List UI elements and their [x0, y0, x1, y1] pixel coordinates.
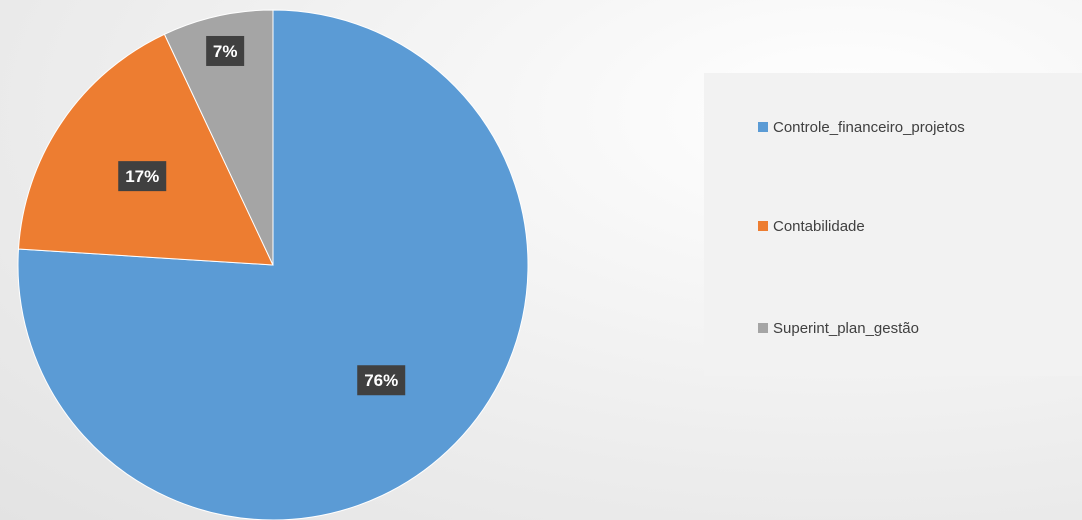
legend-label-superint-plan-gestao: Superint_plan_gestão: [773, 319, 919, 337]
data-label-superint-plan-gestao: 7%: [206, 35, 245, 66]
legend-item-controle-financeiro-projetos: Controle_financeiro_projetos: [758, 117, 965, 137]
data-label-box: [357, 365, 406, 396]
legend-label-contabilidade: Contabilidade: [773, 217, 865, 235]
legend-label-controle-financeiro-projetos: Controle_financeiro_projetos: [773, 118, 965, 136]
data-label-text: 7%: [213, 42, 238, 61]
data-label-text: 17%: [125, 167, 159, 186]
data-label-text: 76%: [364, 371, 398, 390]
pie-data-labels: 76% 17% 7%: [118, 35, 406, 396]
data-label-box: [118, 161, 167, 192]
legend-item-superint-plan-gestao: Superint_plan_gestão: [758, 318, 919, 338]
pie-slice-superint-plan-gestao: [163, 9, 274, 266]
data-label-controle-financeiro-projetos: 76%: [357, 365, 406, 396]
legend-swatch-superint-plan-gestao: [758, 323, 768, 333]
legend-item-contabilidade: Contabilidade: [758, 216, 865, 236]
pie-slice-contabilidade: [17, 33, 274, 266]
data-label-contabilidade: 17%: [118, 161, 167, 192]
data-label-box: [206, 35, 245, 66]
chart-legend: Controle_financeiro_projetos Contabilida…: [704, 73, 1082, 376]
legend-swatch-controle-financeiro-projetos: [758, 122, 768, 132]
legend-swatch-contabilidade: [758, 221, 768, 231]
pie-slices: [17, 9, 529, 520]
